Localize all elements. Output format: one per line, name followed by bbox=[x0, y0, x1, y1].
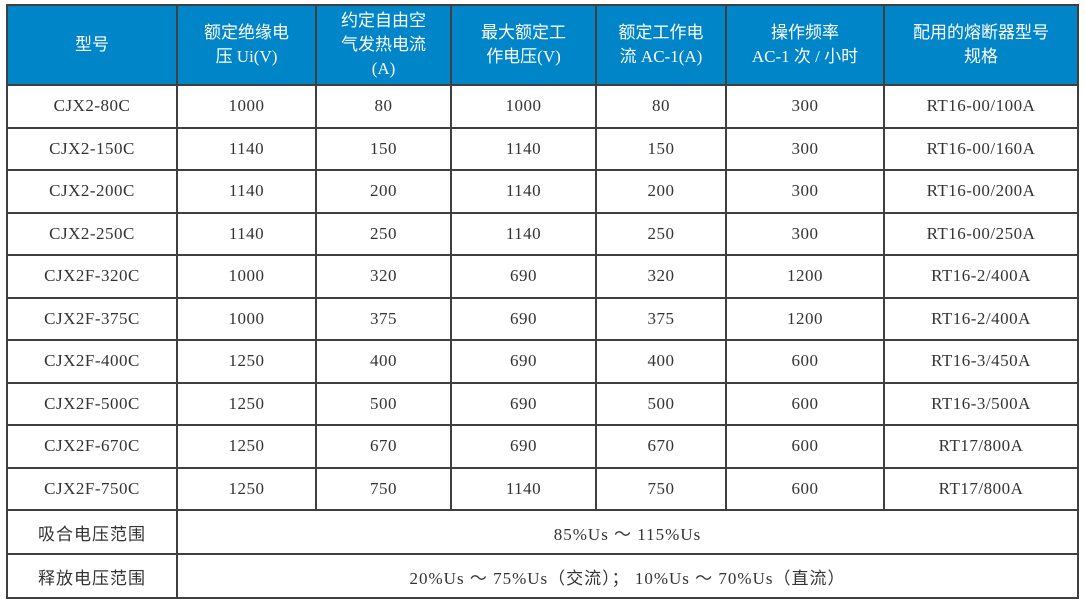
column-header-conventional-free-air-thermal-current: 约定自由空 气发热电流 (A) bbox=[315, 4, 452, 86]
cell-max-rated-working-voltage: 690 bbox=[450, 381, 597, 426]
table-row: CJX2F-500C 1250 500 690 500 600 RT16-3/500A bbox=[6, 381, 1079, 426]
footer-row-pickup-voltage-range: 吸合电压范围 85%Us ～ 115%Us bbox=[6, 509, 1079, 555]
cell-max-rated-working-voltage: 1140 bbox=[450, 169, 597, 214]
cell-model: CJX2-80C bbox=[6, 84, 178, 129]
cell-max-rated-working-voltage: 1140 bbox=[450, 466, 597, 511]
column-header-model: 型号 bbox=[6, 4, 178, 86]
cell-model: CJX2-200C bbox=[6, 169, 178, 214]
header-row: 型号 额定绝缘电 压 Ui(V) 约定自由空 气发热电流 (A) 最大额定工 作电压(… bbox=[6, 4, 1079, 86]
cell-max-rated-working-voltage: 1000 bbox=[450, 84, 597, 129]
cell-conventional-free-air-thermal-current: 80 bbox=[315, 84, 452, 129]
release-voltage-range-value: 20%Us ～ 75%Us（交流）； 10%Us ～ 70%Us（直流） bbox=[176, 553, 1079, 599]
cell-matching-fuse-model: RT17/800A bbox=[883, 424, 1079, 469]
cell-conventional-free-air-thermal-current: 320 bbox=[315, 254, 452, 299]
cell-operating-frequency: 300 bbox=[725, 169, 885, 214]
cell-rated-insulation-voltage: 1250 bbox=[176, 466, 317, 511]
table-row: CJX2F-320C 1000 320 690 320 1200 RT16-2/400A bbox=[6, 254, 1079, 299]
table-row: CJX2F-375C 1000 375 690 375 1200 RT16-2/400A bbox=[6, 296, 1079, 341]
cell-conventional-free-air-thermal-current: 750 bbox=[315, 466, 452, 511]
table-row: CJX2-200C 1140 200 1140 200 300 RT16-00/200A bbox=[6, 169, 1079, 214]
cell-max-rated-working-voltage: 690 bbox=[450, 424, 597, 469]
cell-model: CJX2F-750C bbox=[6, 466, 178, 511]
column-header-rated-working-current-ac1: 额定工作电 流 AC-1(A) bbox=[595, 4, 727, 86]
cell-rated-insulation-voltage: 1140 bbox=[176, 126, 317, 171]
cell-operating-frequency: 300 bbox=[725, 211, 885, 256]
footer-row-release-voltage-range: 释放电压范围 20%Us ～ 75%Us（交流）； 10%Us ～ 70%Us（直… bbox=[6, 553, 1079, 599]
cell-matching-fuse-model: RT16-3/500A bbox=[883, 381, 1079, 426]
cell-rated-insulation-voltage: 1250 bbox=[176, 381, 317, 426]
table-row: CJX2F-670C 1250 670 690 670 600 RT17/800A bbox=[6, 424, 1079, 469]
cell-max-rated-working-voltage: 1140 bbox=[450, 126, 597, 171]
cell-matching-fuse-model: RT16-3/450A bbox=[883, 339, 1079, 384]
cell-model: CJX2F-400C bbox=[6, 339, 178, 384]
cell-model: CJX2-250C bbox=[6, 211, 178, 256]
cell-operating-frequency: 300 bbox=[725, 84, 885, 129]
cell-conventional-free-air-thermal-current: 150 bbox=[315, 126, 452, 171]
cell-matching-fuse-model: RT17/800A bbox=[883, 466, 1079, 511]
cell-conventional-free-air-thermal-current: 375 bbox=[315, 296, 452, 341]
cell-rated-working-current-ac1: 375 bbox=[595, 296, 727, 341]
cell-operating-frequency: 600 bbox=[725, 466, 885, 511]
cell-model: CJX2-150C bbox=[6, 126, 178, 171]
cell-operating-frequency: 600 bbox=[725, 424, 885, 469]
table-body: CJX2-80C 1000 80 1000 80 300 RT16-00/100A CJX2-… bbox=[6, 84, 1079, 511]
cell-rated-insulation-voltage: 1250 bbox=[176, 424, 317, 469]
table-row: CJX2-250C 1140 250 1140 250 300 RT16-00/250A bbox=[6, 211, 1079, 256]
cell-conventional-free-air-thermal-current: 250 bbox=[315, 211, 452, 256]
cell-operating-frequency: 1200 bbox=[725, 296, 885, 341]
cell-rated-insulation-voltage: 1250 bbox=[176, 339, 317, 384]
cell-rated-working-current-ac1: 500 bbox=[595, 381, 727, 426]
column-header-rated-insulation-voltage: 额定绝缘电 压 Ui(V) bbox=[176, 4, 317, 86]
cell-conventional-free-air-thermal-current: 500 bbox=[315, 381, 452, 426]
pickup-voltage-range-value: 85%Us ～ 115%Us bbox=[176, 509, 1079, 555]
cell-max-rated-working-voltage: 690 bbox=[450, 296, 597, 341]
table-footer: 吸合电压范围 85%Us ～ 115%Us 释放电压范围 20%Us ～ 75%Us（… bbox=[6, 509, 1079, 599]
cell-rated-insulation-voltage: 1000 bbox=[176, 296, 317, 341]
cell-rated-working-current-ac1: 670 bbox=[595, 424, 727, 469]
cell-rated-working-current-ac1: 750 bbox=[595, 466, 727, 511]
cell-matching-fuse-model: RT16-00/160A bbox=[883, 126, 1079, 171]
cell-max-rated-working-voltage: 1140 bbox=[450, 211, 597, 256]
cell-matching-fuse-model: RT16-00/100A bbox=[883, 84, 1079, 129]
table-row: CJX2F-400C 1250 400 690 400 600 RT16-3/450A bbox=[6, 339, 1079, 384]
cell-model: CJX2F-320C bbox=[6, 254, 178, 299]
cell-rated-working-current-ac1: 80 bbox=[595, 84, 727, 129]
cell-rated-insulation-voltage: 1140 bbox=[176, 169, 317, 214]
cell-conventional-free-air-thermal-current: 670 bbox=[315, 424, 452, 469]
column-header-operating-frequency: 操作频率 AC-1 次 / 小时 bbox=[725, 4, 885, 86]
cell-rated-insulation-voltage: 1140 bbox=[176, 211, 317, 256]
cell-model: CJX2F-500C bbox=[6, 381, 178, 426]
cell-rated-working-current-ac1: 320 bbox=[595, 254, 727, 299]
cell-matching-fuse-model: RT16-00/200A bbox=[883, 169, 1079, 214]
table-row: CJX2F-750C 1250 750 1140 750 600 RT17/800A bbox=[6, 466, 1079, 511]
release-voltage-range-label: 释放电压范围 bbox=[6, 553, 178, 599]
table-row: CJX2-150C 1140 150 1140 150 300 RT16-00/160A bbox=[6, 126, 1079, 171]
cell-conventional-free-air-thermal-current: 400 bbox=[315, 339, 452, 384]
cell-rated-working-current-ac1: 150 bbox=[595, 126, 727, 171]
cell-matching-fuse-model: RT16-00/250A bbox=[883, 211, 1079, 256]
cell-operating-frequency: 300 bbox=[725, 126, 885, 171]
cell-conventional-free-air-thermal-current: 200 bbox=[315, 169, 452, 214]
cell-rated-insulation-voltage: 1000 bbox=[176, 84, 317, 129]
cell-model: CJX2F-670C bbox=[6, 424, 178, 469]
pickup-voltage-range-label: 吸合电压范围 bbox=[6, 509, 178, 555]
cell-matching-fuse-model: RT16-2/400A bbox=[883, 296, 1079, 341]
cell-max-rated-working-voltage: 690 bbox=[450, 254, 597, 299]
cell-matching-fuse-model: RT16-2/400A bbox=[883, 254, 1079, 299]
contactor-spec-table: 型号 额定绝缘电 压 Ui(V) 约定自由空 气发热电流 (A) 最大额定工 作电压(… bbox=[6, 4, 1079, 599]
cell-model: CJX2F-375C bbox=[6, 296, 178, 341]
column-header-max-rated-working-voltage: 最大额定工 作电压(V) bbox=[450, 4, 597, 86]
cell-operating-frequency: 1200 bbox=[725, 254, 885, 299]
column-header-matching-fuse-model: 配用的熔断器型号 规格 bbox=[883, 4, 1079, 86]
cell-rated-working-current-ac1: 250 bbox=[595, 211, 727, 256]
cell-rated-insulation-voltage: 1000 bbox=[176, 254, 317, 299]
cell-rated-working-current-ac1: 200 bbox=[595, 169, 727, 214]
cell-operating-frequency: 600 bbox=[725, 339, 885, 384]
table-header: 型号 额定绝缘电 压 Ui(V) 约定自由空 气发热电流 (A) 最大额定工 作电压(… bbox=[6, 4, 1079, 86]
table-row: CJX2-80C 1000 80 1000 80 300 RT16-00/100A bbox=[6, 84, 1079, 129]
cell-max-rated-working-voltage: 690 bbox=[450, 339, 597, 384]
cell-rated-working-current-ac1: 400 bbox=[595, 339, 727, 384]
cell-operating-frequency: 600 bbox=[725, 381, 885, 426]
